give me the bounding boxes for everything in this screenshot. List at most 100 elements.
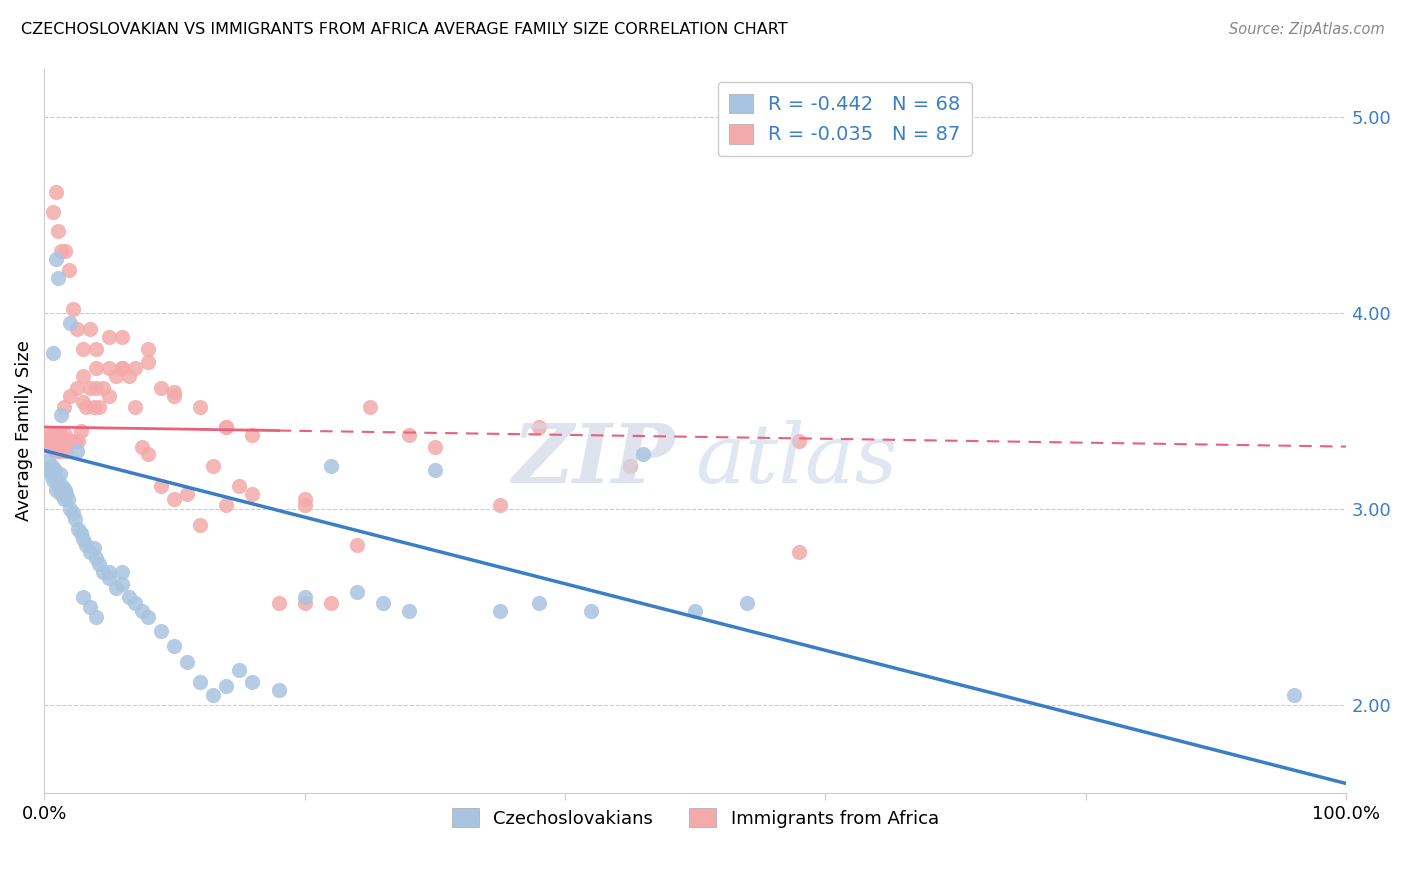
Point: [62, 506, 84, 520]
Text: atlas: atlas: [695, 420, 897, 500]
Point: [91, 381, 114, 395]
Point: [190, 674, 212, 689]
Point: [51, 479, 73, 493]
Point: [631, 447, 654, 461]
Point: [423, 440, 446, 454]
Point: [84, 361, 107, 376]
Point: [72, 394, 94, 409]
Point: [150, 479, 173, 493]
Point: [202, 689, 225, 703]
Point: [48, 224, 70, 238]
Point: [48, 467, 70, 481]
Point: [176, 655, 198, 669]
Point: [242, 674, 264, 689]
Point: [124, 361, 146, 376]
Point: [66, 434, 89, 448]
Point: [45, 428, 67, 442]
Point: [737, 596, 759, 610]
Point: [44, 463, 66, 477]
Point: [98, 330, 121, 344]
Point: [56, 434, 79, 448]
Point: [62, 302, 84, 317]
Point: [59, 434, 82, 448]
Point: [37, 453, 59, 467]
Point: [294, 492, 316, 507]
Point: [66, 443, 89, 458]
Point: [49, 244, 72, 258]
Point: [190, 401, 212, 415]
Point: [39, 467, 62, 481]
Point: [55, 486, 77, 500]
Point: [359, 401, 381, 415]
Point: [346, 584, 368, 599]
Point: [98, 361, 121, 376]
Point: [59, 389, 82, 403]
Point: [111, 565, 134, 579]
Point: [294, 596, 316, 610]
Point: [59, 316, 82, 330]
Point: [72, 591, 94, 605]
Point: [84, 342, 107, 356]
Point: [423, 463, 446, 477]
Point: [59, 502, 82, 516]
Y-axis label: Average Family Size: Average Family Size: [15, 341, 32, 521]
Text: Source: ZipAtlas.com: Source: ZipAtlas.com: [1229, 22, 1385, 37]
Point: [65, 434, 87, 448]
Point: [48, 428, 70, 442]
Point: [150, 624, 173, 638]
Point: [267, 596, 290, 610]
Point: [579, 604, 602, 618]
Point: [294, 591, 316, 605]
Point: [98, 389, 121, 403]
Point: [53, 483, 76, 497]
Point: [38, 463, 60, 477]
Point: [242, 428, 264, 442]
Point: [398, 428, 420, 442]
Point: [52, 492, 75, 507]
Point: [48, 443, 70, 458]
Point: [267, 682, 290, 697]
Point: [215, 420, 238, 434]
Point: [75, 401, 97, 415]
Point: [98, 565, 121, 579]
Point: [163, 384, 186, 399]
Point: [789, 545, 811, 559]
Point: [42, 204, 65, 219]
Point: [111, 361, 134, 376]
Point: [111, 361, 134, 376]
Point: [79, 322, 101, 336]
Point: [46, 434, 69, 448]
Point: [1284, 689, 1306, 703]
Point: [72, 342, 94, 356]
Point: [294, 499, 316, 513]
Point: [53, 244, 76, 258]
Point: [49, 434, 72, 448]
Point: [46, 473, 69, 487]
Point: [72, 369, 94, 384]
Point: [84, 381, 107, 395]
Point: [104, 581, 127, 595]
Point: [53, 428, 76, 442]
Point: [489, 499, 512, 513]
Point: [66, 522, 89, 536]
Point: [489, 604, 512, 618]
Point: [38, 434, 60, 448]
Point: [131, 604, 153, 618]
Point: [215, 420, 238, 434]
Point: [37, 428, 59, 442]
Point: [83, 401, 105, 415]
Point: [83, 541, 105, 556]
Point: [789, 434, 811, 448]
Point: [215, 679, 238, 693]
Point: [118, 591, 141, 605]
Point: [42, 473, 65, 487]
Point: [683, 604, 706, 618]
Point: [79, 600, 101, 615]
Point: [619, 459, 641, 474]
Point: [87, 557, 110, 571]
Point: [136, 447, 159, 461]
Point: [42, 345, 65, 359]
Point: [136, 610, 159, 624]
Point: [45, 252, 67, 266]
Point: [163, 389, 186, 403]
